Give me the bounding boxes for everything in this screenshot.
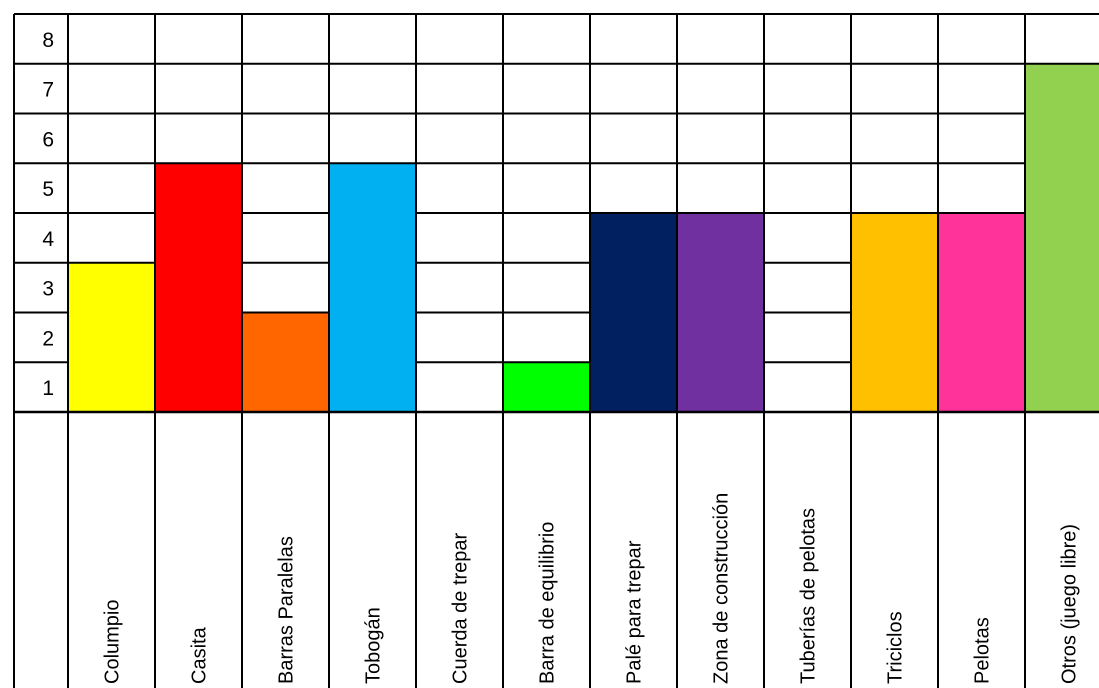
category-label: Cuerda de trepar <box>450 532 472 684</box>
bar-3 <box>242 313 329 413</box>
category-label: Tuberías de pelotas <box>798 508 820 684</box>
bar-4 <box>329 163 416 412</box>
category-label: Zona de construcción <box>711 493 733 684</box>
y-tick-label: 7 <box>42 79 54 102</box>
category-label: Tobogán <box>363 607 385 684</box>
bar-8 <box>677 213 764 412</box>
y-tick-label: 2 <box>42 327 54 350</box>
bar-2 <box>155 163 242 412</box>
y-tick-label: 6 <box>42 128 54 151</box>
category-label: Triciclos <box>885 611 907 684</box>
bar-1 <box>68 263 155 412</box>
bar-12 <box>1025 64 1099 412</box>
bar-6 <box>503 362 590 412</box>
category-label: Casita <box>189 626 211 684</box>
bar-7 <box>590 213 677 412</box>
category-label: Pelotas <box>972 617 994 684</box>
y-tick-label: 8 <box>42 29 54 52</box>
y-tick-labels: 1 2 3 4 5 6 7 8 <box>42 29 54 400</box>
category-label: Columpio <box>102 600 124 684</box>
y-tick-label: 1 <box>42 377 54 400</box>
bar-11 <box>938 213 1025 412</box>
bars-layer <box>68 64 1099 412</box>
category-label: Barra de equilibrio <box>537 522 559 684</box>
y-tick-label: 3 <box>42 278 54 301</box>
category-label: Palé para trepar <box>624 540 646 684</box>
y-tick-label: 5 <box>42 178 54 201</box>
category-label: Otros (juego libre) <box>1059 524 1081 684</box>
category-label: Barras Paralelas <box>276 536 298 684</box>
bar-10 <box>851 213 938 412</box>
y-tick-label: 4 <box>42 228 54 251</box>
